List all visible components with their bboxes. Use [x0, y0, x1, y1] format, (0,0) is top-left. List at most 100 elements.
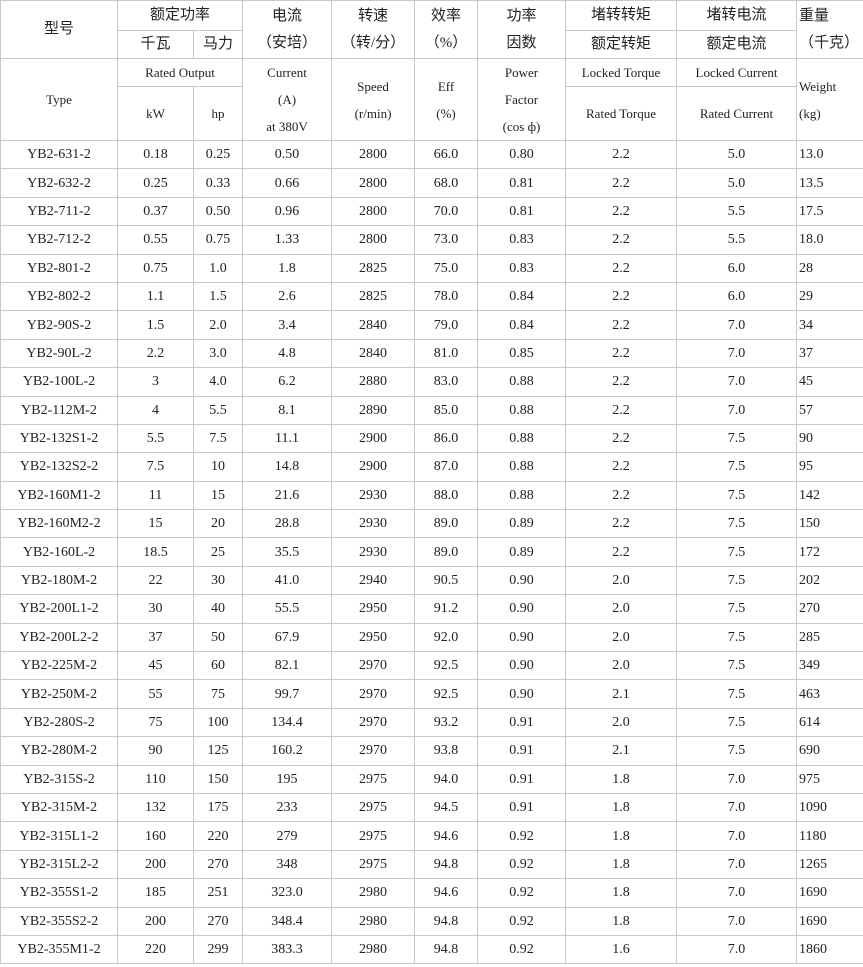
- table-cell: 85.0: [414, 395, 479, 425]
- table-cell: 0.91: [477, 792, 567, 823]
- table-cell: 1.8: [565, 878, 678, 908]
- table-cell: 25: [192, 537, 244, 567]
- header-text: 型号: [43, 21, 74, 37]
- table-cell: YB2-160L-2: [0, 537, 118, 567]
- table-cell: 0.50: [242, 139, 333, 170]
- table-cell: 55.5: [242, 594, 333, 624]
- table-row: YB2-632-2 0.25 0.33 0.66 2800 68.0 0.81 2.2 5.0 1…: [0, 168, 863, 198]
- table-body: YB2-631-2 0.18 0.25 0.50 2800 66.0 0.80 2.2 5.0 1…: [0, 139, 863, 965]
- table-cell: 30: [117, 594, 194, 624]
- table-cell: 0.75: [117, 253, 194, 283]
- table-cell: 7.5: [117, 452, 194, 482]
- table-cell: 0.96: [242, 196, 333, 227]
- table-cell: 1.8: [565, 849, 678, 880]
- table-row: YB2-160M1-2 11 15 21.6 2930 88.0 0.88 2.2 7.5 142: [0, 480, 863, 511]
- table-cell: 0.90: [477, 594, 567, 624]
- table-cell: 348: [242, 849, 333, 880]
- table-cell: 2800: [331, 139, 416, 170]
- header-text: 电流: [272, 7, 303, 24]
- header-text: 转速: [358, 7, 389, 24]
- table-row: YB2-200L2-2 37 50 67.9 2950 92.0 0.90 2.0 7.5 285: [0, 622, 863, 653]
- table-cell: 185: [117, 878, 194, 908]
- header-text: 堵转转矩: [591, 7, 652, 23]
- table-cell: 2.2: [565, 310, 678, 340]
- table-cell: YB2-355M1-2: [0, 934, 118, 965]
- table-cell: 7.0: [676, 395, 798, 425]
- table-cell: 1.33: [242, 225, 333, 255]
- table-cell: 172: [796, 537, 863, 567]
- table-cell: 99.7: [242, 679, 333, 709]
- table-cell: 2.6: [242, 281, 333, 312]
- table-cell: 0.33: [192, 168, 244, 198]
- table-cell: 2980: [331, 934, 416, 965]
- table-row: YB2-355S1-2 185 251 323.0 2980 94.6 0.92 1.8 7.0…: [0, 878, 863, 908]
- table-cell: 4.8: [242, 338, 333, 369]
- table-cell: 279: [242, 821, 333, 851]
- table-row: YB2-180M-2 22 30 41.0 2940 90.5 0.90 2.0 7.5 202: [0, 565, 863, 596]
- table-cell: 2825: [331, 281, 416, 312]
- table-cell: 7.0: [676, 338, 798, 369]
- header-text: （安培）: [257, 34, 318, 51]
- table-row: YB2-355S2-2 200 270 348.4 2980 94.8 0.92 1.8 7.0…: [0, 906, 863, 936]
- table-cell: 285: [796, 622, 863, 653]
- table-cell: 2.1: [565, 736, 678, 766]
- header-cn: 型号 额定功率 电流 （安培） 转速 （转/分） 效率 （%） 功率 因数 堵转转矩 堵…: [0, 0, 863, 59]
- table-cell: 35.5: [242, 537, 333, 567]
- table-cell: 0.84: [477, 281, 567, 312]
- table-cell: 1.8: [565, 821, 678, 851]
- header-cell: Type: [0, 58, 118, 141]
- table-cell: 349: [796, 651, 863, 681]
- header-cell: 功率 因数: [477, 0, 567, 59]
- table-cell: 89.0: [414, 509, 479, 539]
- table-row: YB2-631-2 0.18 0.25 0.50 2800 66.0 0.80 2.2 5.0 1…: [0, 139, 863, 170]
- table-row: YB2-711-2 0.37 0.50 0.96 2800 70.0 0.81 2.2 5.5 1…: [0, 196, 863, 227]
- table-cell: 0.91: [477, 764, 567, 794]
- header-cell: hp: [192, 86, 244, 141]
- table-cell: 0.90: [477, 622, 567, 653]
- table-cell: 1860: [796, 934, 863, 965]
- header-cell: 千瓦: [117, 30, 194, 59]
- table-cell: 2.2: [565, 452, 678, 482]
- table-cell: 5.5: [676, 196, 798, 227]
- table-cell: 2.2: [565, 225, 678, 255]
- table-cell: 94.0: [414, 764, 479, 794]
- header-text: Locked Current: [695, 65, 778, 80]
- table-cell: 55: [117, 679, 194, 709]
- table-cell: 150: [192, 764, 244, 794]
- table-cell: 142: [796, 480, 863, 511]
- table-cell: YB2-132S1-2: [0, 423, 118, 454]
- header-text: Current: [267, 65, 307, 80]
- table-cell: 93.8: [414, 736, 479, 766]
- header-cell: Rated Output: [116, 58, 244, 87]
- table-cell: 2.2: [565, 537, 678, 567]
- table-cell: 90: [117, 736, 194, 766]
- header-text: hp: [211, 106, 225, 121]
- table-cell: 270: [192, 906, 244, 936]
- table-cell: 82.1: [242, 651, 333, 681]
- table-cell: YB2-200L2-2: [0, 622, 118, 653]
- header-text: 效率: [431, 7, 462, 24]
- table-cell: 75.0: [414, 253, 479, 283]
- table-cell: 21.6: [242, 480, 333, 511]
- table-cell: 270: [192, 849, 244, 880]
- table-cell: 92.5: [414, 679, 479, 709]
- table-cell: 45: [796, 367, 863, 397]
- table-cell: 0.83: [477, 225, 567, 255]
- table-cell: 348.4: [242, 906, 333, 936]
- table-cell: 2.0: [565, 594, 678, 624]
- table-cell: 2975: [331, 849, 416, 880]
- table-cell: 2.2: [565, 139, 678, 170]
- table-cell: 200: [117, 849, 194, 880]
- table-cell: 86.0: [414, 423, 479, 454]
- table-cell: 68.0: [414, 168, 479, 198]
- table-cell: 7.5: [676, 622, 798, 653]
- table-cell: 2980: [331, 878, 416, 908]
- table-cell: 2.2: [565, 281, 678, 312]
- table-cell: 37: [117, 622, 194, 653]
- header-text: 功率: [506, 7, 537, 24]
- table-cell: 2950: [331, 622, 416, 653]
- table-cell: 0.92: [477, 934, 567, 965]
- header-cell: Speed (r/min): [331, 58, 416, 141]
